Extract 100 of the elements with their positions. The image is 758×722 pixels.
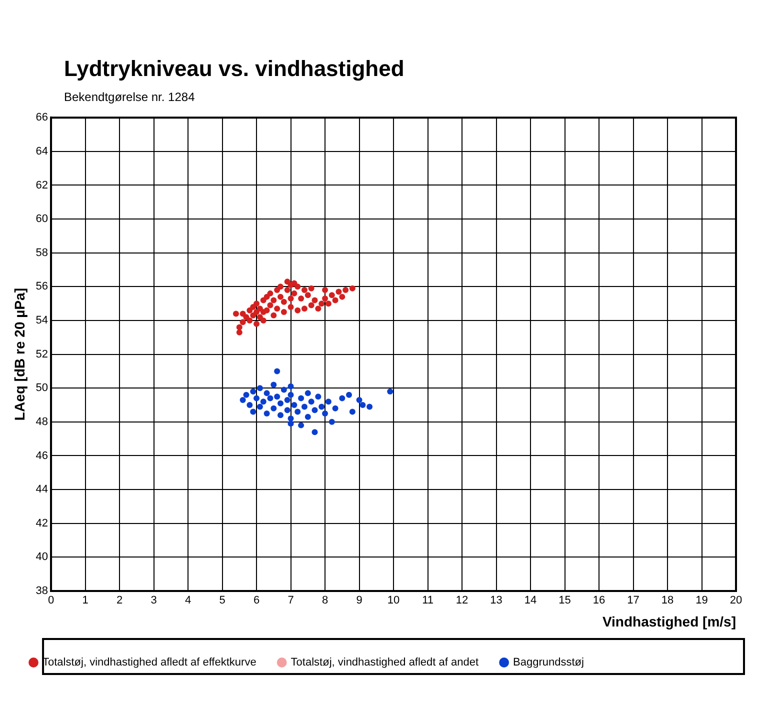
point [254,320,260,327]
point [284,407,290,414]
point [260,309,266,316]
point [332,405,338,412]
point [339,395,346,402]
point [280,386,287,393]
y-tick-label: 54 [36,314,48,327]
x-tick-label: 2 [116,594,123,607]
point [240,396,246,403]
x-tick-label: 16 [592,594,606,607]
point [346,392,352,398]
point [298,296,304,302]
x-tick-label: 6 [253,594,260,607]
point [232,310,239,317]
point [278,284,284,290]
point [339,294,346,300]
point [318,300,325,307]
point [243,392,250,398]
point [274,287,280,294]
point [301,287,308,294]
point [356,396,362,403]
point [294,307,301,314]
point [308,302,314,308]
x-tick-label: 5 [219,594,226,607]
point [322,296,328,302]
point [278,400,284,406]
point [246,317,253,324]
x-tick-label: 11 [422,594,434,607]
point [278,412,284,418]
point [291,402,298,408]
y-axis-title: LAeq [dB re 20 µPa] [11,288,28,421]
point [260,317,266,324]
point [291,290,298,296]
point [298,422,304,428]
legend-label: Totalstøj, vindhastighed afledt af andet [290,656,479,669]
y-tick-label: 64 [36,145,48,158]
point [270,382,277,388]
x-tick-label: 20 [730,594,742,607]
point [366,404,373,410]
point [387,388,394,394]
point [312,407,318,414]
point [264,410,270,416]
y-tick-label: 40 [36,551,48,564]
point [315,306,322,312]
y-tick-label: 56 [36,280,48,293]
point [308,398,314,405]
chart-subtitle: Bekendtgørelse nr. 1284 [64,90,196,104]
x-tick-label: 18 [661,594,674,607]
y-tick-label: 52 [36,348,48,360]
point [325,300,332,307]
x-tick-label: 10 [387,594,400,607]
point [250,408,256,415]
point [236,329,242,336]
point [274,368,280,374]
x-tick-label: 14 [524,594,537,607]
x-tick-label: 9 [356,594,362,607]
x-tick-label: 3 [150,594,157,607]
point [360,402,366,408]
point [332,297,338,304]
point [328,418,335,425]
point [336,288,342,295]
y-tick-label: 38 [36,585,48,598]
y-tick-label: 66 [36,112,48,124]
point [254,300,260,307]
x-axis-title: Vindhastighed [m/s] [602,613,736,630]
point [267,290,274,296]
point [318,404,325,410]
x-tick-label: 8 [322,594,328,607]
point [256,404,263,410]
point [349,408,356,415]
point [288,383,294,390]
point [288,296,294,302]
point [304,414,311,420]
y-tick-label: 48 [36,416,48,428]
point [236,324,242,330]
point [246,402,253,408]
x-tick-label: 15 [558,594,571,607]
point [256,385,263,392]
y-tick-label: 62 [36,179,48,192]
x-tick-label: 4 [184,594,192,607]
point [349,285,356,292]
y-tick-label: 42 [36,517,48,530]
point [301,306,308,312]
point [325,398,332,405]
x-tick-label: 0 [48,594,54,607]
y-tick-label: 50 [36,382,48,394]
point [315,394,322,400]
point [267,302,274,308]
x-tick-label: 7 [288,594,294,607]
point [278,294,284,300]
x-tick-label: 13 [490,594,502,607]
point [322,287,328,294]
y-tick-label: 46 [36,450,48,462]
point [328,292,335,298]
point [264,390,270,396]
point [304,292,311,298]
point [270,405,277,412]
point [270,297,277,304]
point [280,309,287,316]
point [304,390,311,396]
